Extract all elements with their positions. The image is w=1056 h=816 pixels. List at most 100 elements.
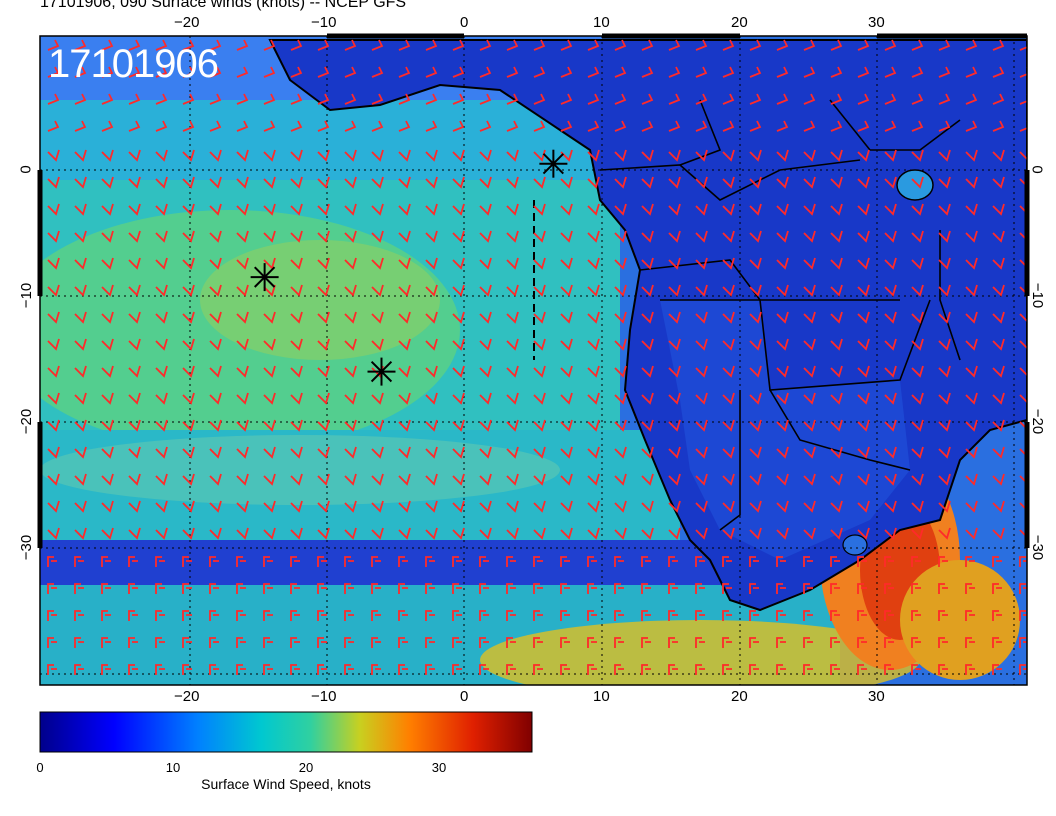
wind-barb: [263, 556, 273, 567]
wind-barb: [857, 149, 870, 162]
wind-barb: [74, 419, 87, 432]
wind-barb: [452, 446, 465, 459]
wind-barb: [1019, 448, 1027, 458]
wind-barb: [155, 311, 168, 324]
wind-barb: [938, 500, 951, 513]
storm-markers: [250, 149, 568, 386]
wind-barb: [695, 365, 708, 378]
wind-barb: [965, 365, 978, 378]
wind-barb: [938, 230, 951, 243]
wind-barb: [155, 583, 165, 594]
wind-barb: [155, 446, 168, 459]
wind-barb: [749, 527, 762, 540]
wind-barb: [182, 365, 195, 378]
wind-barb: [533, 120, 546, 132]
wind-barb: [722, 149, 735, 162]
wind-barb: [155, 284, 168, 297]
wind-barb: [992, 500, 1005, 513]
wind-barb: [668, 176, 681, 189]
wind-barb: [695, 39, 708, 51]
wind-barb: [749, 419, 762, 432]
wind-barb: [614, 446, 627, 459]
wind-barb: [668, 583, 678, 594]
wind-barb: [371, 473, 384, 486]
wind-barb: [236, 419, 249, 432]
wind-barb: [425, 365, 438, 378]
wind-barb: [209, 230, 222, 243]
wind-barb: [344, 392, 357, 405]
wind-barb: [479, 149, 492, 162]
wind-barb: [182, 392, 195, 405]
wind-barb: [911, 392, 924, 405]
wind-barb: [47, 39, 60, 51]
wind-barb: [236, 500, 249, 513]
wind-barb: [641, 203, 654, 216]
wind-barb: [290, 500, 303, 513]
wind-barb: [236, 120, 249, 132]
wind-barb: [587, 446, 600, 459]
wind-barb: [236, 473, 249, 486]
wind-barb: [155, 338, 168, 351]
wind-barb: [830, 392, 843, 405]
colorbar-tick-label: 0: [36, 760, 44, 775]
wind-barb: [128, 120, 141, 132]
wind-barb: [857, 203, 870, 216]
wind-barb: [614, 500, 627, 513]
wind-barb: [263, 257, 276, 270]
wind-barb: [830, 284, 843, 297]
wind-barb: [749, 637, 759, 648]
wind-barb: [317, 446, 330, 459]
wind-barb: [695, 419, 708, 432]
wind-barb: [830, 176, 843, 189]
wind-barb: [533, 610, 543, 621]
wind-barb: [317, 338, 330, 351]
wind-barb: [965, 527, 978, 540]
wind-barb: [101, 637, 111, 648]
wind-barb: [614, 230, 627, 243]
wind-barb: [668, 446, 681, 459]
wind-barb: [317, 419, 330, 432]
wind-barb: [749, 500, 762, 513]
wind-barb: [938, 473, 951, 486]
wind-barb: [938, 610, 948, 621]
left-tick-label: 0: [17, 165, 35, 174]
wind-barb: [263, 311, 276, 324]
wind-barb: [695, 527, 708, 540]
wind-barb: [587, 365, 600, 378]
wind-barb: [803, 39, 816, 51]
wind-barb: [479, 392, 492, 405]
wind-barb: [290, 203, 303, 216]
wind-barb: [884, 39, 897, 51]
right-tick-label: −20: [1029, 408, 1047, 435]
wind-barb: [344, 473, 357, 486]
wind-barb: [722, 338, 735, 351]
wind-barb: [425, 419, 438, 432]
wind-barb: [938, 365, 951, 378]
wind-barb: [344, 556, 354, 567]
wind-barb: [587, 419, 600, 432]
wind-barb: [263, 365, 276, 378]
wind-barb: [749, 230, 762, 243]
wind-barb: [479, 257, 492, 270]
wind-barb: [911, 583, 921, 594]
wind-barb: [155, 149, 168, 162]
wind-barb: [182, 66, 195, 78]
wind-barb: [992, 446, 1005, 459]
wind-barb: [425, 473, 438, 486]
wind-barb: [344, 93, 357, 105]
wind-barb: [236, 311, 249, 324]
wind-barb: [101, 120, 114, 132]
wind-barb: [182, 176, 195, 189]
wind-barb: [47, 257, 60, 270]
wind-barb: [155, 39, 168, 51]
wind-barb: [74, 446, 87, 459]
wind-barb: [290, 473, 303, 486]
wind-barb: [344, 637, 354, 648]
wind-barb: [128, 556, 138, 567]
wind-barb: [452, 149, 465, 162]
wind-barb: [560, 473, 573, 486]
wind-barb: [425, 176, 438, 189]
wind-barb: [803, 637, 813, 648]
wind-barb: [965, 556, 975, 567]
wind-barb: [209, 556, 219, 567]
